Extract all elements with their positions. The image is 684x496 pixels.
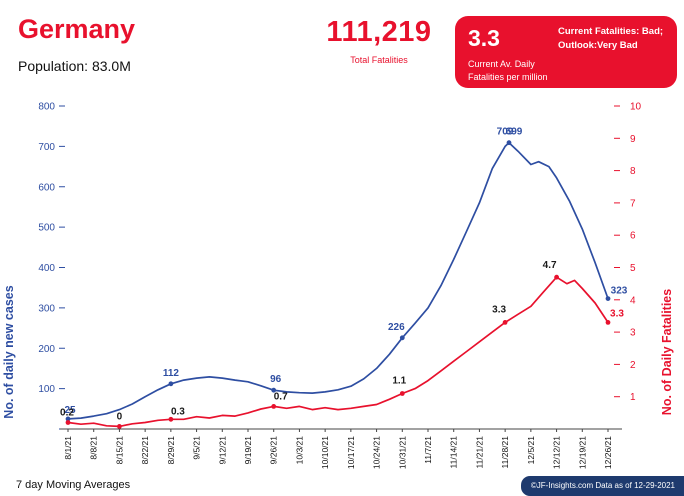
- left-axis-tick-label: 500: [38, 223, 55, 234]
- data-point-marker: [65, 420, 71, 425]
- x-axis-tick-label: 9/12/21: [217, 436, 227, 465]
- data-point-marker: [554, 274, 559, 280]
- data-label: 1.1: [392, 376, 406, 387]
- left-axis-tick-label: 400: [38, 263, 55, 274]
- x-axis-tick-label: 8/15/21: [114, 436, 124, 465]
- x-axis-tick-label: 8/22/21: [140, 436, 150, 465]
- right-axis-tick-label: 9: [630, 134, 636, 145]
- data-label: 226: [388, 322, 405, 333]
- x-axis-tick-label: 12/26/21: [603, 436, 613, 469]
- data-label: 25: [64, 405, 76, 416]
- data-label: 0.2: [60, 408, 74, 419]
- data-point-marker: [117, 424, 122, 429]
- data-label: 323: [611, 286, 628, 297]
- data-label: 3.3: [492, 304, 506, 315]
- x-axis-tick-label: 12/5/21: [526, 436, 536, 465]
- x-axis-tick-label: 8/29/21: [166, 436, 176, 465]
- fatality-outlook-status: Current Fatalities: Bad; Outlook:Very Ba…: [558, 25, 663, 54]
- right-axis-tick-label: 5: [630, 263, 636, 274]
- x-axis-tick-label: 9/5/21: [192, 436, 202, 460]
- left-axis-tick-label: 100: [38, 384, 55, 395]
- right-axis-tick-label: 3: [630, 328, 636, 339]
- data-point-marker: [502, 320, 508, 325]
- badge-caption: Current Av. Daily Fatalities per million: [468, 58, 548, 84]
- data-point-marker: [168, 416, 174, 422]
- x-axis-tick-label: 10/10/21: [320, 436, 330, 469]
- data-label: 0.3: [171, 406, 185, 417]
- data-label: 4.7: [543, 260, 557, 271]
- data-label: 709: [497, 127, 514, 138]
- right-axis-tick-label: 8: [630, 166, 636, 177]
- data-point-marker: [65, 416, 71, 422]
- x-axis-tick-label: 8/8/21: [89, 436, 99, 460]
- fatalities-line: [67, 276, 609, 428]
- right-axis-tick-label: 10: [630, 102, 642, 113]
- right-axis-title: No. of Daily Fatalities: [660, 289, 674, 415]
- x-axis-tick-label: 11/21/21: [474, 436, 484, 469]
- left-axis-tick-label: 700: [38, 142, 55, 153]
- x-axis-tick-label: 11/7/21: [423, 436, 433, 464]
- right-axis-tick-label: 2: [630, 360, 636, 371]
- data-label: 112: [163, 368, 180, 379]
- moving-average-note: 7 day Moving Averages: [16, 479, 131, 491]
- current-daily-fatalities-value: 3.3: [468, 25, 500, 51]
- x-axis-tick-label: 10/3/21: [294, 436, 304, 465]
- data-label: 699: [506, 127, 523, 138]
- left-axis-tick-label: 200: [38, 344, 55, 355]
- left-axis-title: No. of daily new cases: [2, 285, 16, 418]
- data-point-marker: [399, 391, 405, 396]
- copyright-box: ©JF-Insights.com Data as of 12-29-2021: [520, 476, 684, 496]
- x-axis-tick-label: 10/24/21: [372, 436, 382, 469]
- x-axis-tick-label: 9/19/21: [243, 436, 253, 465]
- x-axis-tick-label: 11/14/21: [449, 436, 459, 469]
- left-axis-tick-label: 800: [38, 102, 55, 113]
- x-axis-tick-label: 10/17/21: [346, 436, 356, 469]
- x-axis-tick-label: 9/26/21: [269, 436, 279, 465]
- left-axis-tick-label: 600: [38, 182, 55, 193]
- right-axis-tick-label: 1: [630, 392, 636, 403]
- data-label: 3.3: [610, 308, 624, 319]
- right-axis-tick-label: 7: [630, 198, 636, 209]
- right-axis-tick-label: 4: [630, 295, 636, 306]
- cases-line: [67, 141, 609, 420]
- total-fatalities-block: 111,219 Total Fatalities: [305, 16, 453, 65]
- x-axis-tick-label: 10/31/21: [397, 436, 407, 469]
- cases-fatalities-chart: 100 200 300 400 500 600 700 800 1 2 3 4 5 6 7 8 9 10 8/1/2…: [2, 102, 674, 470]
- population-label: Population: 83.0M: [18, 58, 131, 74]
- x-axis-tick-label: 12/12/21: [552, 436, 562, 469]
- data-point-marker: [605, 320, 611, 325]
- caption-line-2: Fatalities per million: [468, 72, 548, 83]
- data-point-marker: [605, 296, 611, 301]
- country-title: Germany: [18, 14, 136, 44]
- data-point-marker: [271, 404, 277, 409]
- data-label: 0.7: [274, 391, 288, 402]
- status-line-1: Current Fatalities: Bad;: [558, 26, 664, 37]
- data-label: 96: [270, 374, 282, 385]
- status-line-2: Outlook:Very Bad: [558, 40, 638, 52]
- x-axis-tick-label: 11/28/21: [500, 436, 510, 469]
- total-fatalities-label: Total Fatalities: [350, 55, 408, 65]
- right-axis-tick-label: 6: [630, 231, 636, 242]
- x-axis-tick-label: 12/19/21: [577, 436, 587, 469]
- data-point-marker: [506, 140, 512, 146]
- data-point-marker: [168, 381, 174, 387]
- data-point-marker: [271, 387, 277, 393]
- data-label: 0: [117, 411, 123, 422]
- x-axis-tick-label: 8/1/21: [63, 436, 73, 460]
- caption-line-1: Current Av. Daily: [468, 59, 535, 69]
- data-point-marker: [399, 335, 405, 341]
- fatality-status-badge: 3.3 Current Fatalities: Bad; Outlook:Ver…: [455, 16, 677, 88]
- left-axis-tick-label: 300: [38, 303, 55, 314]
- total-fatalities-value: 111,219: [326, 16, 432, 48]
